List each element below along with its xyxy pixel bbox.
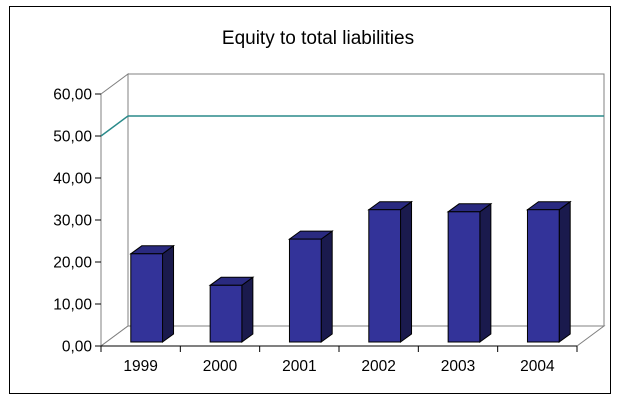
side-wall <box>100 73 129 347</box>
y-tick-label: 40,00 <box>53 171 92 188</box>
y-tick-label: 20,00 <box>53 255 92 272</box>
bar-front <box>368 209 402 343</box>
y-tick-label: 30,00 <box>53 213 92 230</box>
bar-side <box>241 276 254 343</box>
x-tick-label: 2003 <box>441 358 475 375</box>
bar-front <box>447 211 481 343</box>
bar-2000 <box>208 276 255 343</box>
bar-2003 <box>446 202 493 343</box>
bar-1999 <box>129 244 176 343</box>
bar-side <box>479 202 492 343</box>
bar-front <box>288 238 322 343</box>
x-tick-label: 2004 <box>520 358 555 375</box>
x-tick-label: 2000 <box>203 358 238 375</box>
bar-side <box>558 200 571 343</box>
x-tick-label: 1999 <box>123 358 157 375</box>
y-axis-ticks: 0,00 10,00 20,00 30,00 40,00 50,00 60,00 <box>53 87 101 356</box>
x-tick-label: 2002 <box>361 358 395 375</box>
bar-front <box>526 209 560 343</box>
y-tick-label: 50,00 <box>53 129 92 146</box>
y-tick-label: 0,00 <box>62 339 93 356</box>
bar-side <box>400 200 413 343</box>
bars <box>129 200 572 343</box>
bar-side <box>162 244 175 343</box>
y-tick-label: 10,00 <box>53 297 92 314</box>
x-tick-label: 2001 <box>282 358 316 375</box>
y-tick-label: 60,00 <box>53 87 92 104</box>
x-axis-ticks: 1999 2000 2001 2002 2003 2004 <box>100 345 578 375</box>
bar-2002 <box>367 200 414 343</box>
reference-line-side <box>100 115 129 137</box>
bar-side <box>320 230 333 343</box>
bar-front <box>130 253 164 343</box>
chart-title: Equity to total liabilities <box>222 28 414 49</box>
bar-2001 <box>287 230 334 343</box>
bar-2004 <box>525 200 572 343</box>
bar-front <box>209 284 243 343</box>
